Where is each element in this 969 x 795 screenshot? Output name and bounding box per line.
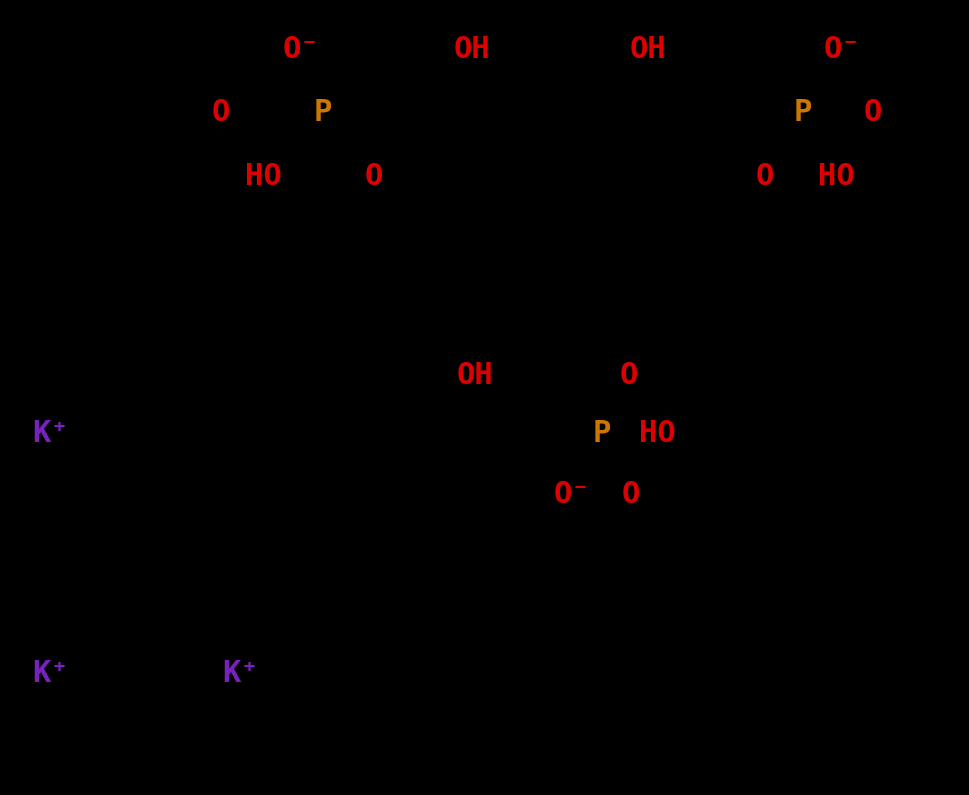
Text: HO: HO [245, 162, 282, 191]
Text: OH: OH [453, 35, 490, 64]
Text: K⁺: K⁺ [32, 659, 69, 688]
Text: K⁺: K⁺ [222, 659, 259, 688]
Text: O: O [619, 361, 637, 390]
Text: O: O [621, 480, 639, 509]
Text: O: O [755, 162, 772, 191]
Text: P: P [592, 419, 610, 448]
Text: O: O [364, 162, 382, 191]
Text: O⁻: O⁻ [282, 35, 319, 64]
Text: P: P [794, 99, 811, 127]
Text: OH: OH [456, 361, 493, 390]
Text: OH: OH [629, 35, 666, 64]
Text: O⁻: O⁻ [823, 35, 860, 64]
Text: HO: HO [817, 162, 854, 191]
Text: O⁻: O⁻ [553, 480, 590, 509]
Text: O: O [863, 99, 881, 127]
Text: O: O [212, 99, 230, 127]
Text: HO: HO [639, 419, 675, 448]
Text: P: P [314, 99, 331, 127]
Text: K⁺: K⁺ [32, 419, 69, 448]
